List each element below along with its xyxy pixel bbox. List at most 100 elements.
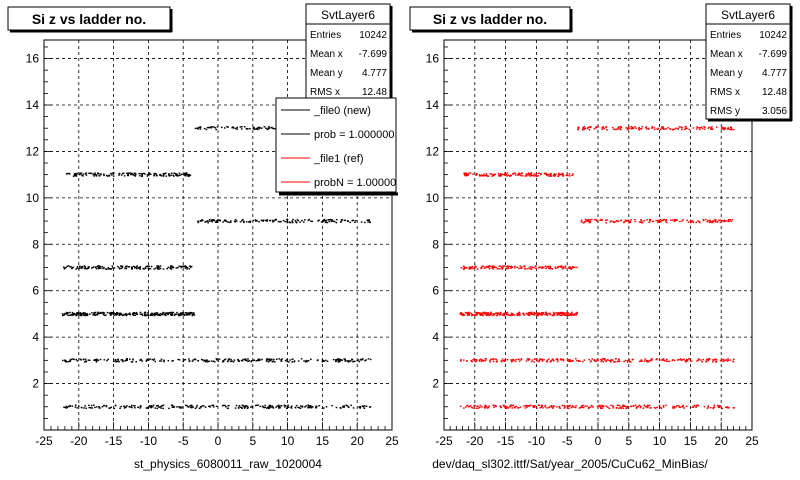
data-point — [240, 406, 242, 408]
data-point — [536, 313, 539, 315]
data-point — [94, 359, 97, 361]
data-point — [526, 268, 529, 270]
data-point — [684, 360, 686, 362]
stats-row-label: Mean y — [310, 68, 343, 79]
data-point — [696, 360, 698, 362]
data-point — [74, 406, 77, 408]
data-point — [243, 220, 245, 223]
data-point — [156, 312, 159, 314]
data-point — [571, 405, 574, 407]
data-point — [548, 406, 550, 409]
data-point — [553, 314, 556, 316]
data-point — [286, 218, 288, 221]
data-point — [682, 406, 684, 408]
data-point — [270, 358, 273, 360]
data-point — [589, 406, 592, 408]
data-point — [602, 126, 605, 129]
data-point — [121, 266, 124, 268]
data-point — [683, 128, 686, 131]
data-point — [574, 266, 576, 268]
data-point — [66, 406, 69, 409]
data-point — [69, 265, 72, 268]
data-point — [635, 407, 638, 409]
data-point — [231, 360, 233, 362]
data-point — [268, 406, 270, 408]
data-point — [619, 407, 622, 409]
data-point — [77, 313, 79, 315]
data-point — [520, 359, 523, 361]
data-point — [605, 359, 608, 362]
data-point — [662, 127, 664, 129]
x-tick-label: -25 — [35, 434, 53, 448]
data-point — [361, 358, 364, 361]
data-point — [485, 311, 487, 314]
data-point — [187, 406, 189, 408]
data-point — [143, 173, 146, 175]
data-point — [318, 405, 320, 407]
data-point — [643, 404, 646, 406]
data-point — [171, 266, 174, 269]
data-point — [124, 265, 127, 268]
data-point — [290, 405, 293, 407]
data-point — [222, 361, 224, 363]
data-point — [223, 359, 226, 361]
data-point — [704, 218, 707, 221]
data-point — [568, 405, 571, 407]
data-point — [463, 267, 466, 270]
data-point — [569, 313, 572, 315]
data-point — [150, 265, 153, 268]
data-point — [705, 360, 707, 363]
data-point — [262, 220, 264, 222]
data-point — [583, 359, 586, 361]
data-point — [465, 406, 467, 408]
data-point — [185, 173, 188, 176]
data-point — [666, 360, 668, 362]
data-point — [481, 312, 484, 315]
data-point — [596, 358, 599, 361]
data-point — [234, 221, 237, 223]
data-point — [715, 126, 718, 128]
data-point — [651, 126, 654, 128]
data-point — [62, 266, 65, 268]
data-point — [660, 127, 663, 129]
data-point — [211, 404, 213, 407]
y-tick-label: 6 — [432, 284, 439, 298]
data-point — [728, 219, 730, 221]
stats-row-label: RMS x — [710, 87, 740, 98]
data-point — [283, 406, 286, 408]
data-point — [692, 406, 694, 409]
data-point — [713, 406, 716, 408]
data-point — [470, 266, 472, 269]
data-point — [619, 128, 621, 130]
data-point — [628, 221, 631, 224]
data-point — [541, 311, 544, 314]
stats-row-label: Entries — [710, 30, 741, 41]
data-point — [156, 175, 158, 177]
data-point — [487, 175, 490, 177]
data-point — [112, 312, 115, 314]
data-point — [241, 360, 244, 362]
data-point — [588, 220, 590, 222]
data-point — [707, 127, 710, 129]
data-point — [567, 358, 570, 361]
data-point — [584, 218, 587, 221]
data-point — [95, 266, 97, 268]
data-point — [322, 219, 325, 221]
data-point — [267, 127, 270, 129]
data-point — [685, 360, 688, 362]
data-point — [125, 314, 128, 317]
data-point — [111, 174, 113, 176]
data-point — [630, 125, 633, 128]
data-point — [209, 220, 211, 222]
data-point — [511, 266, 513, 268]
data-point — [465, 172, 467, 174]
data-point — [564, 265, 567, 267]
data-point — [244, 405, 246, 408]
x-axis-label: dev/daq_sl302.ittf/Sat/year_2005/CuCu62_… — [432, 457, 708, 471]
data-point — [706, 407, 709, 409]
data-point — [95, 360, 97, 362]
data-point — [556, 358, 559, 360]
data-point — [702, 358, 705, 361]
data-point — [324, 220, 326, 222]
